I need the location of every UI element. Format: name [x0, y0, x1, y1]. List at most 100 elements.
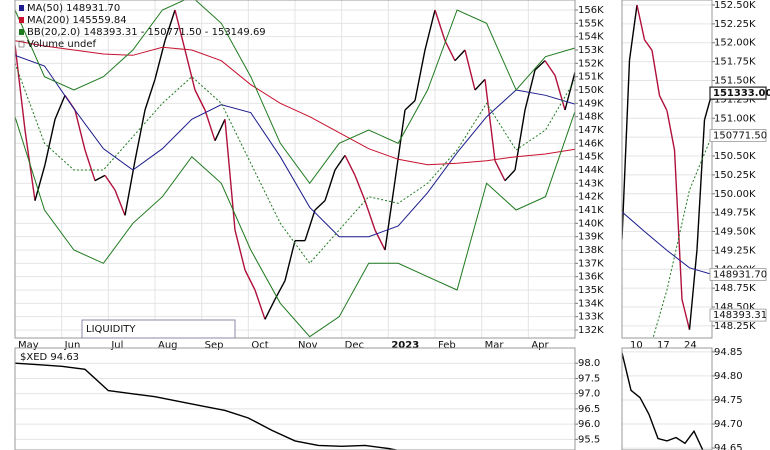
price-segment: [214, 119, 226, 141]
price-segment: [154, 40, 166, 80]
price-segment: [484, 79, 496, 161]
legend-label: MA(200) 145559.84: [27, 15, 127, 26]
legend-swatch: [19, 5, 24, 11]
y-tick-label: 95.5: [578, 434, 600, 445]
series-line: [15, 111, 575, 338]
y-tick-label: 96.5: [578, 404, 600, 415]
y-tick-label: 137K: [578, 258, 604, 269]
y-tick-label: 142K: [578, 192, 604, 203]
price-segment: [688, 249, 698, 330]
series-line: [15, 0, 575, 185]
x-tick-label: 10: [630, 340, 643, 351]
y-tick-label: 155K: [578, 18, 604, 29]
legend-swatch: [19, 17, 24, 23]
y-tick-label: 152K: [578, 58, 604, 69]
price-segment: [124, 160, 136, 216]
price-segment: [174, 9, 186, 51]
y-tick-label: 132K: [578, 325, 604, 336]
price-tag: [709, 268, 767, 281]
x-tick-label: Oct: [251, 340, 268, 351]
x-tick-label: 17: [657, 340, 670, 351]
price-segment: [636, 4, 646, 40]
series-line: [622, 352, 704, 450]
y-tick-label: 152.00K: [714, 38, 756, 49]
series-line: [15, 63, 575, 265]
price-segment: [15, 44, 26, 131]
price-segment: [474, 78, 486, 91]
price-segment: [651, 50, 661, 96]
price-segment: [304, 209, 316, 241]
y-tick-label: 149.50K: [714, 227, 756, 238]
x-tick-label: Jul: [110, 340, 123, 351]
y-tick-label: 151K: [578, 72, 604, 83]
price-tag-label: 148931.70: [713, 269, 767, 280]
annotation: LIQUIDITY: [86, 324, 136, 335]
y-tick-label: 151.50K: [714, 75, 756, 86]
price-segment: [514, 109, 526, 171]
y-tick-label: 97.0: [578, 389, 600, 400]
x-tick-label: May: [18, 340, 39, 351]
price-segment: [454, 49, 466, 62]
y-tick-label: 144K: [578, 165, 604, 176]
plot-area: [622, 4, 712, 338]
y-tick-label: 135K: [578, 285, 604, 296]
price-segment: [424, 9, 436, 51]
panel-title: $XED 94.63: [20, 352, 79, 363]
price-segment: [494, 160, 506, 181]
price-segment: [114, 189, 126, 216]
x-tick-label: Feb: [438, 340, 456, 351]
y-tick-label: 152.25K: [714, 19, 756, 30]
y-tick-label: 145K: [578, 152, 604, 163]
y-tick-label: 94.85: [714, 347, 743, 358]
panel-frame: [621, 347, 713, 450]
price-segment: [364, 200, 376, 231]
price-segment: [334, 154, 346, 171]
price-segment: [134, 109, 146, 161]
price-tag-label: 151333.00: [713, 88, 770, 99]
legend-label: Volume undef: [27, 39, 97, 50]
y-tick-label: 97.5: [578, 373, 600, 384]
y-tick-label: 94.75: [714, 395, 743, 406]
legend-label: MA(50) 148931.70: [27, 3, 120, 14]
price-segment: [34, 164, 46, 201]
legend-swatch: [18, 40, 25, 48]
price-segment: [464, 49, 476, 91]
y-tick-label: 143K: [578, 178, 604, 189]
price-segment: [344, 155, 356, 176]
price-segment: [184, 49, 196, 91]
y-tick-label: 94.80: [714, 371, 743, 382]
price-segment: [504, 169, 516, 182]
y-tick-label: 94.65: [714, 443, 743, 450]
series-line: [15, 362, 400, 450]
price-segment: [394, 109, 406, 181]
price-segment: [404, 100, 416, 111]
y-tick-label: 139K: [578, 232, 604, 243]
price-segment: [544, 60, 556, 76]
y-tick-label: 154K: [578, 32, 604, 43]
x-tick-label: Aug: [158, 340, 178, 351]
y-tick-label: 140K: [578, 218, 604, 229]
y-tick-label: 149K: [578, 98, 604, 109]
price-segment: [224, 119, 236, 231]
price-segment: [94, 174, 106, 182]
panel-frame: [14, 347, 576, 450]
price-segment: [264, 299, 276, 320]
y-tick-label: 150.50K: [714, 151, 756, 162]
price-segment: [622, 60, 631, 240]
y-tick-label: 148K: [578, 112, 604, 123]
series-line: [15, 54, 575, 238]
y-tick-label: 151.75K: [714, 57, 756, 68]
x-tick-label: Mar: [485, 340, 505, 351]
price-segment: [234, 229, 246, 271]
price-tag: [709, 129, 767, 142]
price-segment: [314, 200, 326, 211]
price-segment: [444, 40, 456, 61]
annotation-box: [81, 319, 236, 339]
x-tick-label: 2023: [391, 340, 419, 351]
price-segment: [254, 289, 266, 320]
series-line: [15, 40, 575, 166]
x-tick-label: Apr: [531, 340, 549, 351]
y-tick-label: 149.75K: [714, 208, 756, 219]
price-segment: [628, 4, 638, 61]
